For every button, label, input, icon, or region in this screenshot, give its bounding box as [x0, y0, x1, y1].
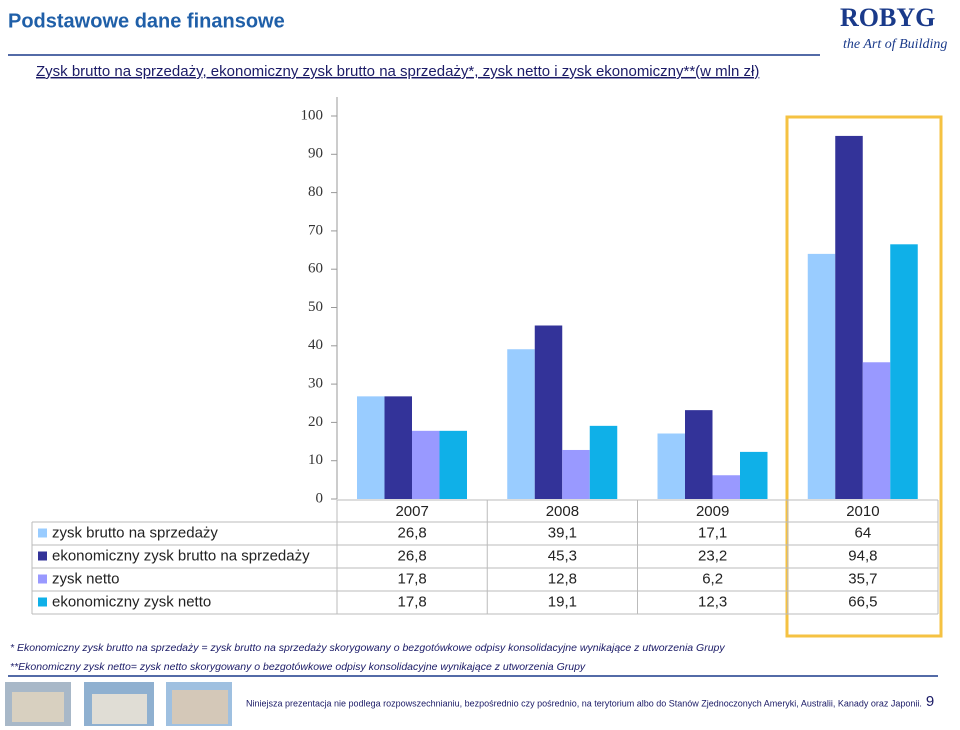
highlight-box [785, 115, 943, 638]
legend-swatch [38, 551, 47, 561]
bar [712, 475, 740, 499]
bar [357, 396, 385, 499]
data-label: 39,1 [548, 524, 577, 541]
legend-label: ekonomiczny zysk brutto na sprzedaży [52, 547, 310, 564]
bar [807, 253, 836, 499]
legend-swatch [38, 574, 47, 584]
y-tick-label: 100 [301, 107, 324, 123]
data-label: 17,8 [398, 570, 427, 587]
data-label: 45,3 [548, 547, 577, 564]
x-tick-label: 2007 [395, 503, 428, 520]
disclaimer: Niniejsza prezentacja nie podlega rozpow… [246, 698, 922, 708]
y-tick-label: 80 [308, 184, 323, 200]
footer-photos [5, 682, 232, 726]
data-label: 66,5 [848, 593, 877, 610]
x-tick-label: 2008 [546, 503, 579, 520]
bar [589, 425, 618, 499]
chart-title: Zysk brutto na sprzedaży, ekonomiczny zy… [36, 63, 759, 80]
bar [534, 325, 563, 499]
y-tick-label: 90 [308, 146, 323, 162]
logo: ROBYG [840, 3, 935, 32]
footnote: **Ekonomiczny zysk netto= zysk netto sko… [10, 661, 586, 673]
bar [740, 451, 768, 499]
bar [657, 433, 685, 499]
data-label: 23,2 [698, 547, 727, 564]
bar [562, 449, 590, 499]
data-label: 6,2 [702, 570, 723, 587]
y-tick-label: 20 [308, 414, 323, 430]
chart: 0 10 20 30 40 50 60 70 80 90 100 2007 2008 2009 2010 zy… [31, 97, 939, 615]
legend-swatch [38, 597, 47, 607]
bar [412, 430, 440, 499]
legend-label: zysk brutto na sprzedaży [52, 524, 218, 541]
y-tick-label: 40 [308, 337, 323, 353]
bar [439, 430, 467, 499]
page-number: 9 [926, 693, 934, 710]
legend-swatch [38, 528, 47, 538]
data-label: 64 [855, 524, 872, 541]
y-tick-label: 50 [308, 299, 323, 315]
bar [384, 396, 412, 499]
y-tick-label: 0 [316, 490, 324, 506]
bar [835, 135, 863, 499]
bar [862, 362, 891, 499]
footnote: * Ekonomiczny zysk brutto na sprzedaży =… [10, 642, 725, 654]
y-tick-label: 60 [308, 261, 323, 277]
logo-tagline: the Art of Building [843, 37, 947, 52]
bar [685, 410, 713, 499]
x-tick-label: 2009 [696, 503, 729, 520]
y-tick-label: 30 [308, 376, 323, 392]
x-tick-label: 2010 [846, 503, 879, 520]
legend-label: ekonomiczny zysk netto [52, 593, 211, 610]
legend-label: zysk netto [52, 570, 120, 587]
data-label: 17,1 [698, 524, 727, 541]
data-label: 26,8 [398, 524, 427, 541]
slide-title: Podstawowe dane finansowe [8, 10, 285, 32]
data-label: 19,1 [548, 593, 577, 610]
data-label: 26,8 [398, 547, 427, 564]
bar [507, 349, 535, 499]
data-label: 94,8 [848, 547, 877, 564]
data-label: 17,8 [398, 593, 427, 610]
data-label: 12,3 [698, 593, 727, 610]
y-tick-label: 10 [308, 452, 323, 468]
data-label: 12,8 [548, 570, 577, 587]
data-label: 35,7 [848, 570, 877, 587]
bar [890, 244, 918, 499]
y-tick-label: 70 [308, 222, 323, 238]
